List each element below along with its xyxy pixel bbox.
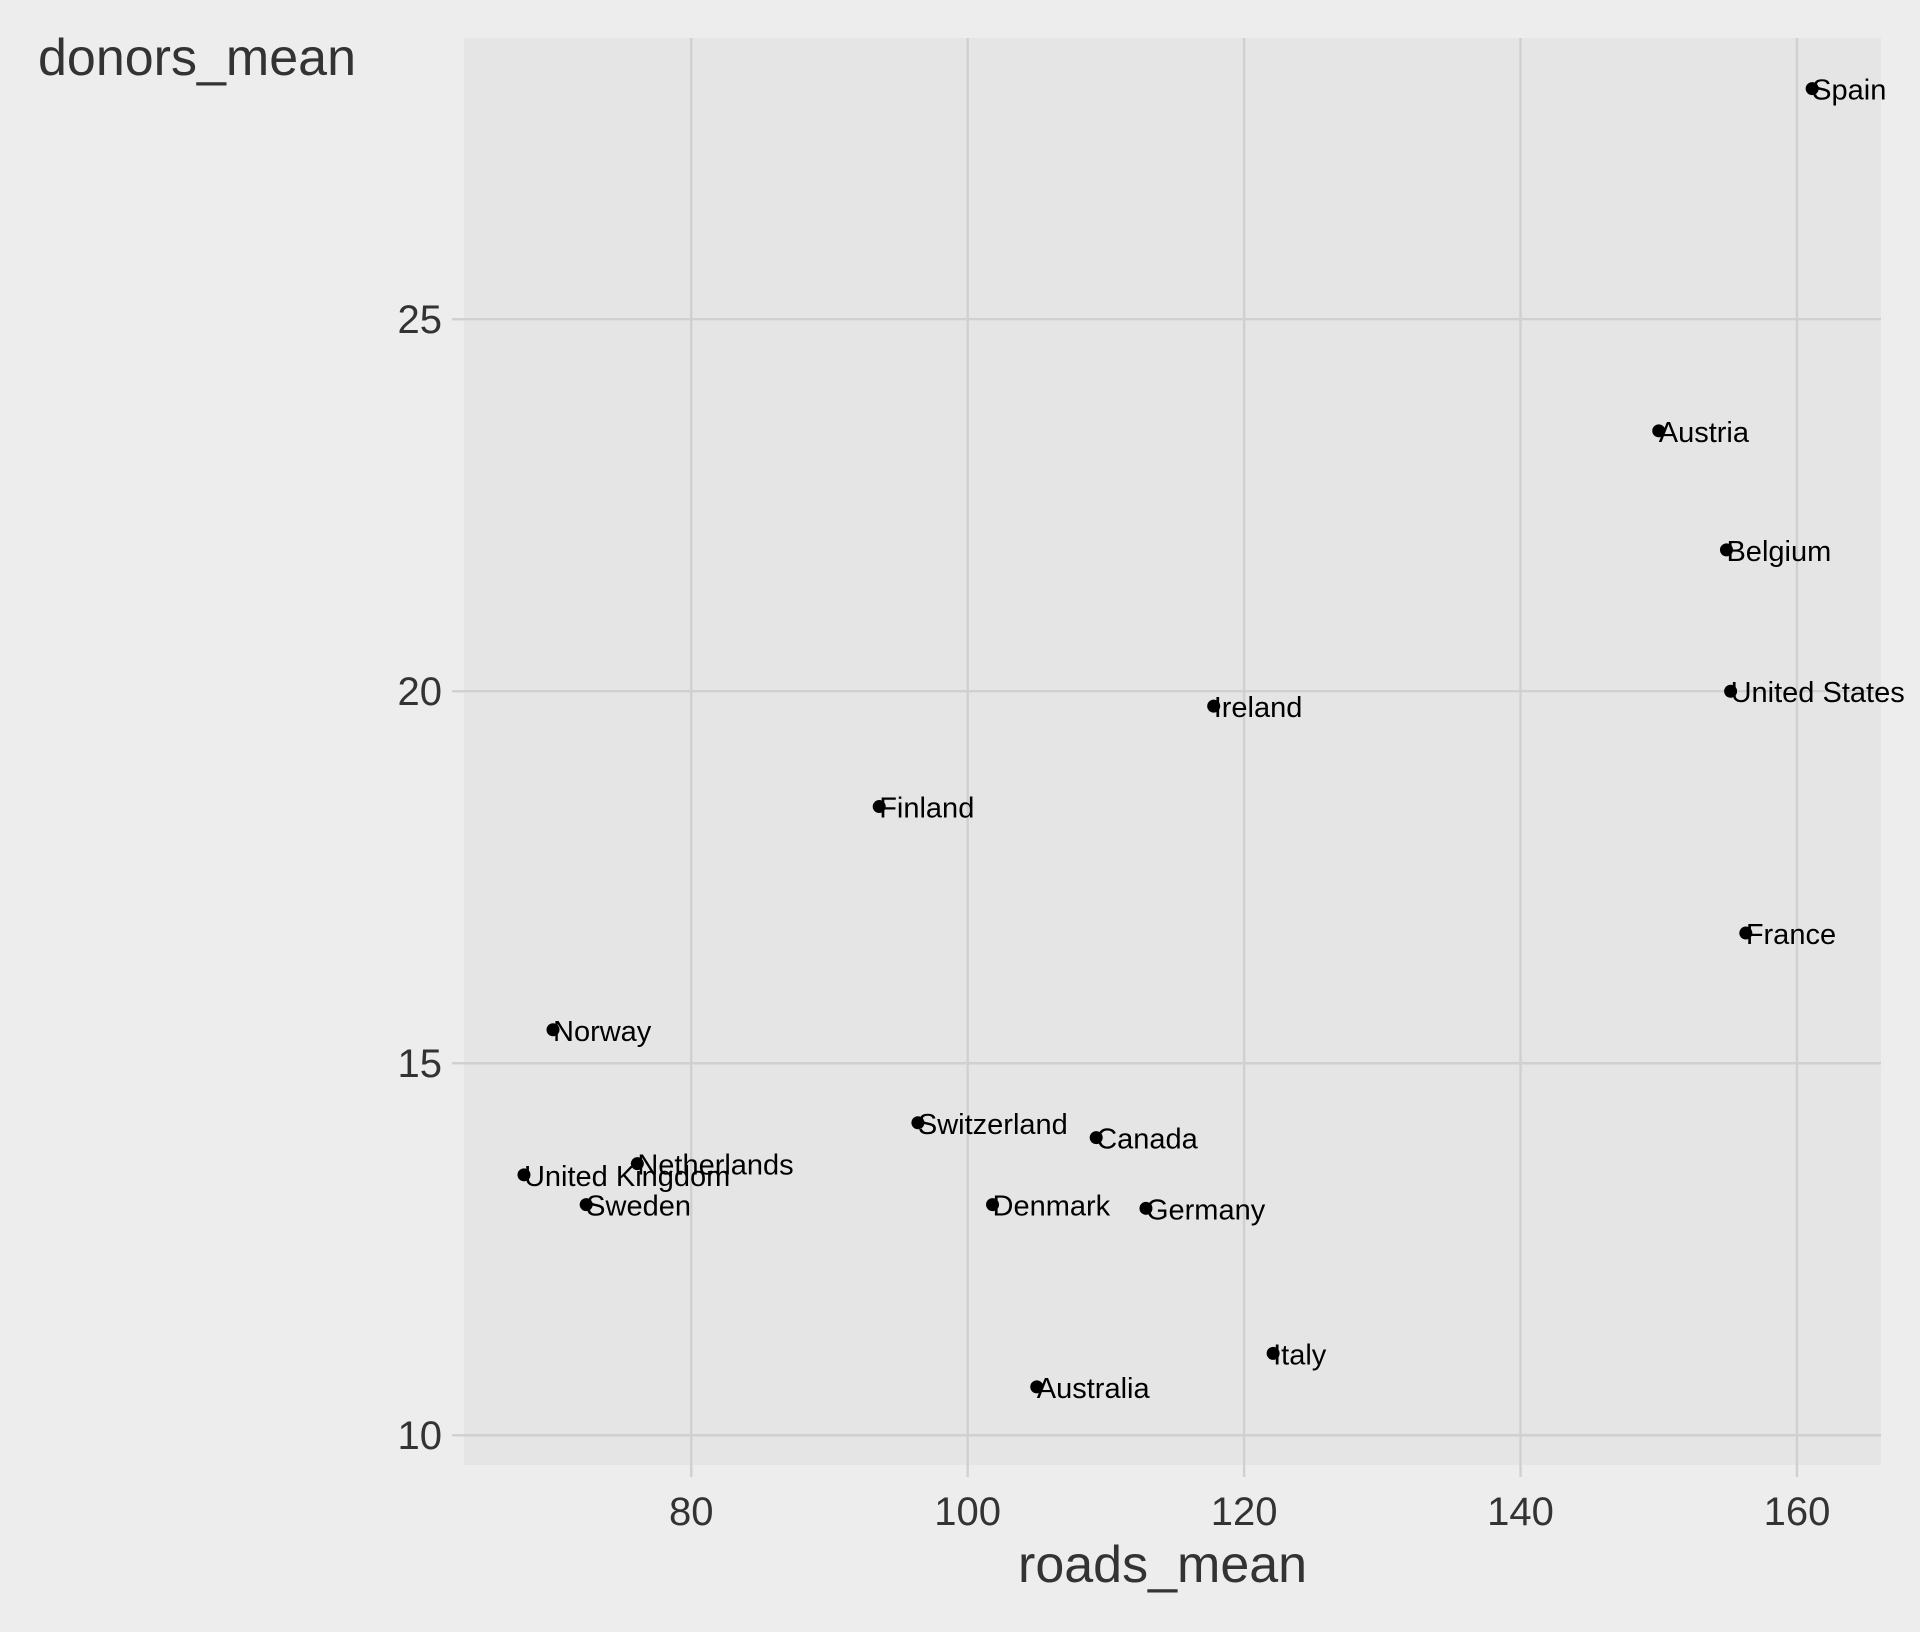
point-label: Austria <box>1659 417 1750 449</box>
data-point <box>1719 543 1733 557</box>
data-point <box>579 1198 593 1212</box>
point-label: Norway <box>553 1016 652 1048</box>
data-point <box>911 1116 925 1130</box>
data-point <box>1652 424 1666 438</box>
data-point <box>1030 1380 1044 1394</box>
x-axis-title: roads_mean <box>1018 1536 1308 1594</box>
point-label: Finland <box>879 793 974 825</box>
y-tick-label: 10 <box>398 1414 443 1458</box>
point-label: Canada <box>1096 1124 1198 1156</box>
data-point <box>872 800 886 814</box>
point-label: Italy <box>1273 1339 1327 1371</box>
data-point <box>1089 1131 1103 1145</box>
data-point <box>1739 926 1753 940</box>
point-label: Belgium <box>1726 536 1831 568</box>
y-axis-title: donors_mean <box>38 29 356 87</box>
point-label: France <box>1746 919 1836 951</box>
point-label: Germany <box>1146 1194 1266 1226</box>
y-tick-label: 25 <box>398 298 443 342</box>
x-tick-label: 100 <box>934 1490 1001 1534</box>
data-point <box>517 1168 531 1182</box>
data-point <box>986 1198 1000 1212</box>
y-tick-label: 15 <box>398 1042 443 1086</box>
data-point <box>1139 1201 1153 1215</box>
data-point <box>630 1157 644 1171</box>
x-tick-label: 80 <box>669 1490 714 1534</box>
axis-ticks: 80 100 120 140 160 10 15 20 25 <box>398 298 1831 1534</box>
x-tick-label: 120 <box>1211 1490 1278 1534</box>
point-label: Denmark <box>993 1191 1111 1223</box>
point-label: Netherlands <box>637 1150 793 1182</box>
y-tick-label: 20 <box>398 670 443 714</box>
point-label: Ireland <box>1214 692 1303 724</box>
point-label: United States <box>1731 677 1905 709</box>
data-point <box>1805 82 1819 96</box>
x-tick-label: 140 <box>1487 1490 1554 1534</box>
point-label: Sweden <box>586 1191 691 1223</box>
point-labels: Spain Austria Belgium United States Ireland F… <box>524 75 1905 1405</box>
point-label: Switzerland <box>918 1109 1068 1141</box>
point-label: Australia <box>1037 1373 1151 1405</box>
data-point <box>546 1023 560 1037</box>
point-label: Spain <box>1812 75 1886 107</box>
data-point <box>1266 1346 1280 1360</box>
data-point <box>1207 699 1221 713</box>
data-points <box>517 82 1819 1394</box>
plot-panel <box>464 38 1881 1465</box>
x-tick-label: 160 <box>1764 1490 1831 1534</box>
point-label: United Kingdom <box>524 1161 730 1193</box>
data-point <box>1724 684 1738 698</box>
grid-lines <box>464 38 1881 1465</box>
